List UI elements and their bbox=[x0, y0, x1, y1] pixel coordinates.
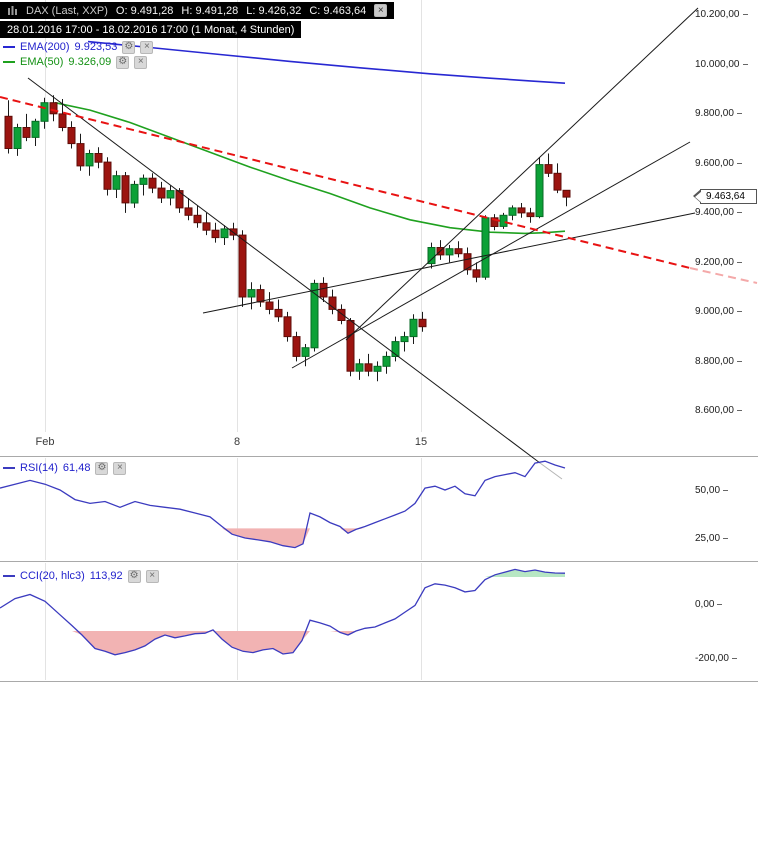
cci-oversold-fill bbox=[0, 631, 565, 655]
axis-tick bbox=[742, 63, 748, 65]
price-axis-label: 9.600,00 bbox=[695, 156, 742, 170]
candlestick-chart-icon bbox=[7, 5, 18, 16]
trendline bbox=[27, 77, 541, 464]
last-price-value: 9.463,64 bbox=[706, 191, 745, 203]
axis-tick bbox=[736, 311, 742, 313]
ema50-line-swatch bbox=[3, 61, 15, 63]
rsi-remove-button[interactable]: × bbox=[113, 461, 127, 475]
ema50-settings-button[interactable]: ⚙ bbox=[116, 55, 130, 69]
trendline bbox=[291, 141, 691, 369]
rsi-line bbox=[0, 460, 566, 549]
axis-tick bbox=[736, 113, 742, 115]
axis-tick bbox=[736, 212, 742, 214]
ema200-line bbox=[87, 40, 566, 84]
axis-tick bbox=[736, 261, 742, 263]
ema200-remove-button[interactable]: × bbox=[140, 40, 154, 54]
trendline bbox=[202, 212, 696, 314]
rsi-settings-button[interactable]: ⚙ bbox=[95, 461, 109, 475]
rsi-axis-label: 25,00 bbox=[695, 531, 729, 545]
cci-pane-layer bbox=[0, 568, 566, 656]
legend-rsi: RSI(14) 61,48 ⚙ × bbox=[3, 461, 127, 475]
ema200-settings-button[interactable]: ⚙ bbox=[122, 40, 136, 54]
ema200-label: EMA(200) bbox=[20, 41, 70, 53]
rsi-line-swatch bbox=[3, 467, 15, 469]
rsi-value: 61,48 bbox=[62, 462, 91, 474]
cci-overbought-fill bbox=[0, 569, 565, 577]
candles-layer bbox=[4, 95, 571, 382]
price-axis-label: 10.200,00 bbox=[695, 8, 748, 22]
cci-settings-button[interactable]: ⚙ bbox=[127, 569, 141, 583]
legend-cci: CCI(20, hlc3) 113,92 ⚙ × bbox=[3, 569, 159, 583]
date-range-bar: 28.01.2016 17:00 - 18.02.2016 17:00 (1 M… bbox=[0, 21, 302, 38]
ema50-label: EMA(50) bbox=[20, 56, 64, 68]
low-value: L: 9.426,32 bbox=[246, 4, 302, 17]
date-axis-label: Feb bbox=[35, 436, 55, 448]
instrument-title: DAX (Last, XXP) bbox=[26, 4, 108, 17]
ema200-line-swatch bbox=[3, 46, 15, 48]
cci-line bbox=[0, 568, 566, 656]
date-axis-label: 15 bbox=[414, 436, 428, 448]
rsi-pane-layer bbox=[0, 460, 566, 549]
axis-tick bbox=[731, 657, 737, 659]
cci-value: 113,92 bbox=[89, 570, 123, 582]
date-range-label: 28.01.2016 17:00 - 18.02.2016 17:00 (1 M… bbox=[7, 23, 295, 36]
gridlines-layer bbox=[0, 0, 758, 682]
price-axis-label: 10.000,00 bbox=[695, 57, 748, 71]
axis-tick bbox=[742, 14, 748, 16]
cci-label: CCI(20, hlc3) bbox=[20, 570, 85, 582]
price-axis-label: 9.400,00 bbox=[695, 206, 742, 220]
last-price-tag: 9.463,64 bbox=[693, 189, 757, 205]
open-value: O: 9.491,28 bbox=[115, 4, 174, 17]
price-axis-label: 8.600,00 bbox=[695, 404, 742, 418]
high-value: H: 9.491,28 bbox=[181, 4, 239, 17]
rsi-label: RSI(14) bbox=[20, 462, 58, 474]
axis-tick bbox=[736, 410, 742, 412]
legend-ema200: EMA(200) 9.923,53 ⚙ × bbox=[3, 40, 154, 54]
axis-tick bbox=[736, 360, 742, 362]
instrument-close-button[interactable]: × bbox=[374, 4, 388, 17]
price-axis-label: 9.200,00 bbox=[695, 255, 742, 269]
legend-ema50: EMA(50) 9.326,09 ⚙ × bbox=[3, 55, 148, 69]
cci-line-swatch bbox=[3, 575, 15, 577]
cci-axis-label: -200,00 bbox=[695, 651, 737, 665]
axis-tick bbox=[736, 162, 742, 164]
rsi-axis-label: 50,00 bbox=[695, 483, 729, 497]
price-axis-label: 9.000,00 bbox=[695, 305, 742, 319]
instrument-header-bar: DAX (Last, XXP) O: 9.491,28 H: 9.491,28 … bbox=[0, 2, 395, 19]
ema-lines-layer bbox=[54, 40, 566, 235]
trendline bbox=[345, 7, 699, 341]
price-axis-label: 9.800,00 bbox=[695, 107, 742, 121]
cci-axis-label: 0,00 bbox=[695, 597, 723, 611]
axis-tick bbox=[723, 537, 729, 539]
ema50-line bbox=[54, 101, 566, 235]
axis-tick bbox=[723, 489, 729, 491]
ema50-remove-button[interactable]: × bbox=[134, 55, 148, 69]
cci-remove-button[interactable]: × bbox=[145, 569, 159, 583]
axis-tick bbox=[717, 603, 723, 605]
date-axis-label: 8 bbox=[233, 436, 241, 448]
trendlines-layer[interactable] bbox=[0, 7, 758, 480]
rsi-oversold-fill bbox=[0, 528, 565, 548]
price-axis-label: 8.800,00 bbox=[695, 354, 742, 368]
trendline bbox=[539, 462, 563, 480]
trendline bbox=[0, 96, 691, 269]
ema50-value: 9.326,09 bbox=[68, 56, 112, 68]
close-value: C: 9.463,64 bbox=[309, 4, 367, 17]
ema200-value: 9.923,53 bbox=[74, 41, 118, 53]
trendline bbox=[689, 267, 758, 284]
